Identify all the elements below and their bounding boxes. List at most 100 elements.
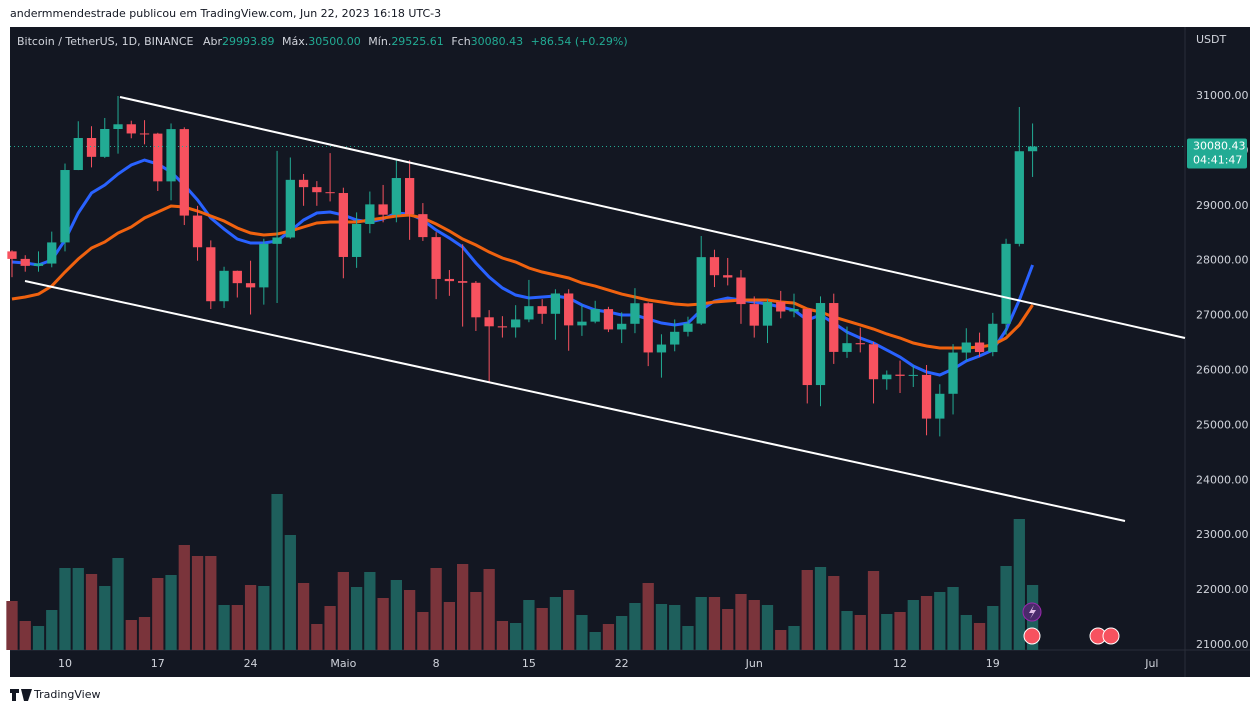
volume-bar — [708, 597, 721, 650]
candle-body — [868, 344, 879, 380]
candle-body — [139, 133, 150, 135]
candle-body — [736, 277, 746, 305]
candle-body — [683, 323, 693, 332]
channel-lower — [24, 280, 1126, 522]
brand: TradingView — [33, 688, 100, 701]
y-tick-label: 31000.00 — [1196, 89, 1249, 102]
legend-value: 29993.89 — [222, 35, 275, 48]
legend: Bitcoin / TetherUS, 1D, BINANCE Abr29993… — [17, 35, 628, 48]
candle-body — [630, 303, 640, 324]
candle-body — [1014, 151, 1024, 244]
candle-body — [709, 257, 720, 276]
x-tick-label: 10 — [58, 657, 72, 670]
candle-body — [776, 301, 786, 312]
volume-bar — [616, 616, 628, 650]
candle-body — [113, 124, 123, 130]
volume-bar — [430, 568, 442, 650]
candle-body — [404, 178, 415, 215]
volume-bar — [85, 574, 98, 650]
candle-body — [153, 133, 163, 182]
volume-bar — [828, 576, 840, 650]
volume-bar — [456, 564, 469, 650]
x-tick-label: 22 — [615, 657, 629, 670]
candle-body — [219, 270, 229, 302]
volume-bar — [364, 572, 376, 650]
volume-bar — [735, 594, 747, 650]
legend-label: Fch — [451, 35, 470, 48]
brand-logo — [10, 689, 32, 701]
volume-bar — [669, 605, 681, 650]
volume-bar — [934, 592, 946, 650]
volume-bar — [483, 569, 495, 650]
volume-bar — [178, 545, 190, 650]
volume-bar — [523, 600, 535, 650]
y-tick-label: 24000.00 — [1196, 473, 1249, 486]
volume-bar — [205, 556, 217, 650]
candle-body — [749, 304, 759, 326]
volume-bar — [138, 617, 151, 650]
volume-bar — [907, 600, 919, 650]
volume-bar — [443, 602, 456, 650]
candle-body — [73, 138, 83, 171]
volume-bar — [218, 605, 230, 650]
candle-body — [577, 321, 587, 326]
volume-bar — [377, 598, 389, 650]
candle-body — [842, 343, 852, 352]
candle-body — [471, 282, 481, 318]
volume-bar — [788, 626, 800, 650]
volume-bar — [244, 585, 257, 650]
volume-bar — [59, 568, 71, 650]
candle-body — [948, 352, 958, 394]
y-tick-label: 29000.00 — [1196, 199, 1249, 212]
legend-value: 29525.61 — [391, 35, 444, 48]
candle-body — [815, 303, 826, 386]
candle-body — [100, 129, 110, 157]
volume-bar — [960, 615, 972, 650]
volume-bar — [722, 609, 734, 650]
volume-bar — [1000, 566, 1012, 650]
candle-body — [789, 309, 799, 312]
volume-bar — [814, 567, 827, 650]
candle-body — [511, 319, 521, 328]
candle-body — [20, 258, 30, 266]
candle-body — [457, 281, 468, 283]
candle-body — [564, 293, 574, 326]
flag-icon[interactable] — [1102, 627, 1120, 645]
candle-body — [33, 263, 44, 266]
candle-body — [484, 317, 494, 327]
candle-body — [378, 204, 388, 215]
volume-bar — [337, 572, 349, 650]
volume-bar — [748, 600, 760, 650]
volume-bar — [602, 624, 615, 650]
x-tick-label: 15 — [522, 657, 536, 670]
candle-body — [232, 270, 242, 284]
y-tick-label: 27000.00 — [1196, 309, 1249, 322]
currency: USDT — [1196, 33, 1227, 46]
candle-body — [537, 306, 547, 314]
volume-bar — [536, 608, 548, 650]
candle-body — [259, 243, 269, 288]
candle-body — [7, 251, 17, 259]
candle-body — [60, 170, 70, 243]
candle-body — [895, 374, 905, 376]
volume-bar — [775, 630, 787, 650]
candle-body — [882, 374, 892, 380]
x-tick-label: 12 — [893, 657, 907, 670]
legend-change: +86.54 (+0.29%) — [531, 35, 628, 48]
volume-bar — [99, 586, 111, 650]
volume-bar — [125, 620, 137, 650]
volume-bar — [72, 568, 84, 650]
y-tick-label: 22000.00 — [1196, 583, 1249, 596]
volume-bar — [496, 621, 509, 650]
countdown: 04:41:47 — [1193, 153, 1242, 166]
candle-body — [391, 178, 402, 215]
flag-icon[interactable] — [1023, 627, 1041, 645]
volume-bar — [271, 494, 283, 650]
candle-body — [365, 204, 375, 224]
y-tick-label: 28000.00 — [1196, 254, 1249, 267]
volume-bar — [854, 615, 866, 650]
candle-body — [325, 192, 335, 194]
volume-bar — [761, 605, 774, 650]
volume-bar — [695, 597, 707, 650]
